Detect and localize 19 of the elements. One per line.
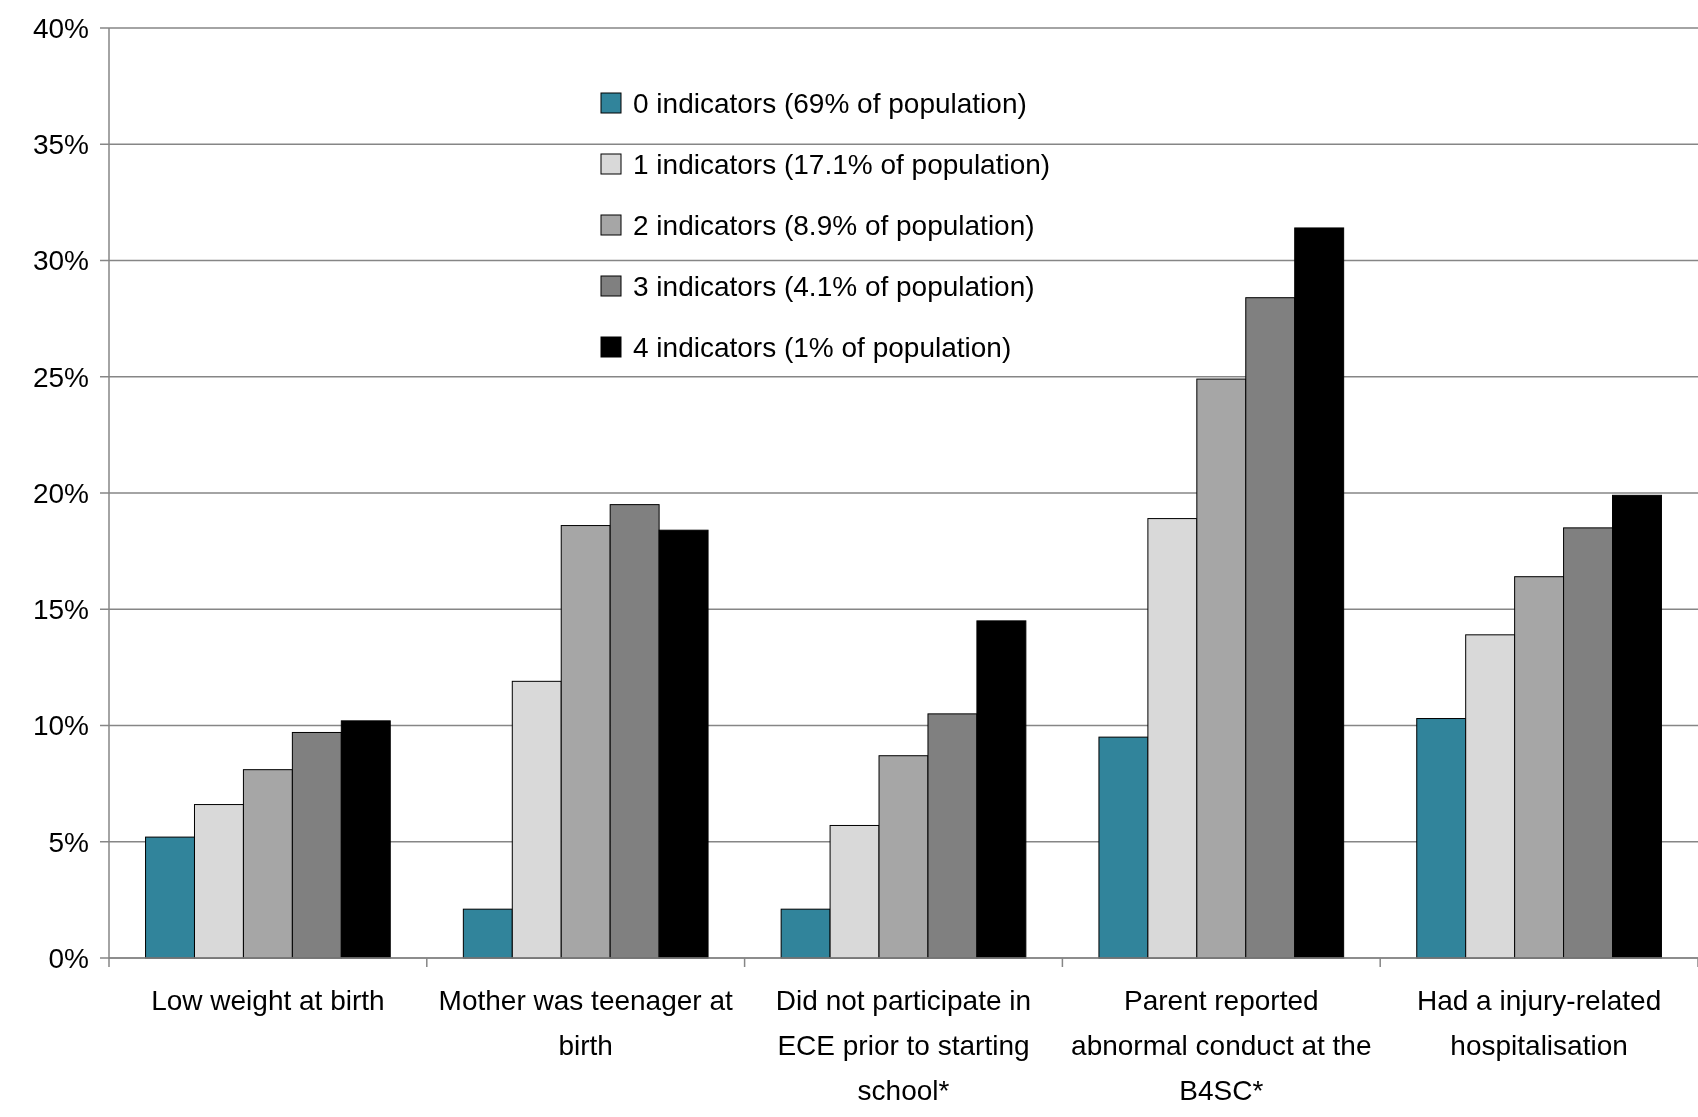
y-tick-label: 35% bbox=[32, 129, 89, 161]
y-tick-label: 30% bbox=[32, 245, 89, 277]
x-tick-label: Did not participate in ECE prior to starting school* bbox=[775, 985, 1032, 1106]
y-tick-label: 5% bbox=[48, 826, 89, 858]
y-tick-label: 40% bbox=[32, 12, 89, 44]
x-tick-label: Mother was teenager at birth bbox=[438, 985, 733, 1061]
x-tick-label: Low weight at birth bbox=[151, 985, 385, 1016]
y-tick-label: 10% bbox=[32, 710, 89, 742]
legend-label: 4 indicators (1% of population) bbox=[633, 331, 1012, 363]
y-tick-label: 20% bbox=[32, 477, 89, 509]
x-tick-label: Had a injury-related hospitalisation bbox=[1416, 985, 1662, 1061]
y-tick-label: 25% bbox=[32, 361, 89, 393]
legend-label: 1 indicators (17.1% of population) bbox=[633, 148, 1051, 180]
legend-label: 3 indicators (4.1% of population) bbox=[633, 270, 1035, 302]
legend-label: 2 indicators (8.9% of population) bbox=[633, 209, 1035, 241]
y-tick-label: 15% bbox=[32, 594, 89, 626]
legend-label: 0 indicators (69% of population) bbox=[633, 87, 1027, 119]
x-tick-label: Parent reported abnormal conduct at the B4SC* bbox=[1071, 985, 1372, 1106]
y-tick-label: 0% bbox=[48, 942, 89, 974]
